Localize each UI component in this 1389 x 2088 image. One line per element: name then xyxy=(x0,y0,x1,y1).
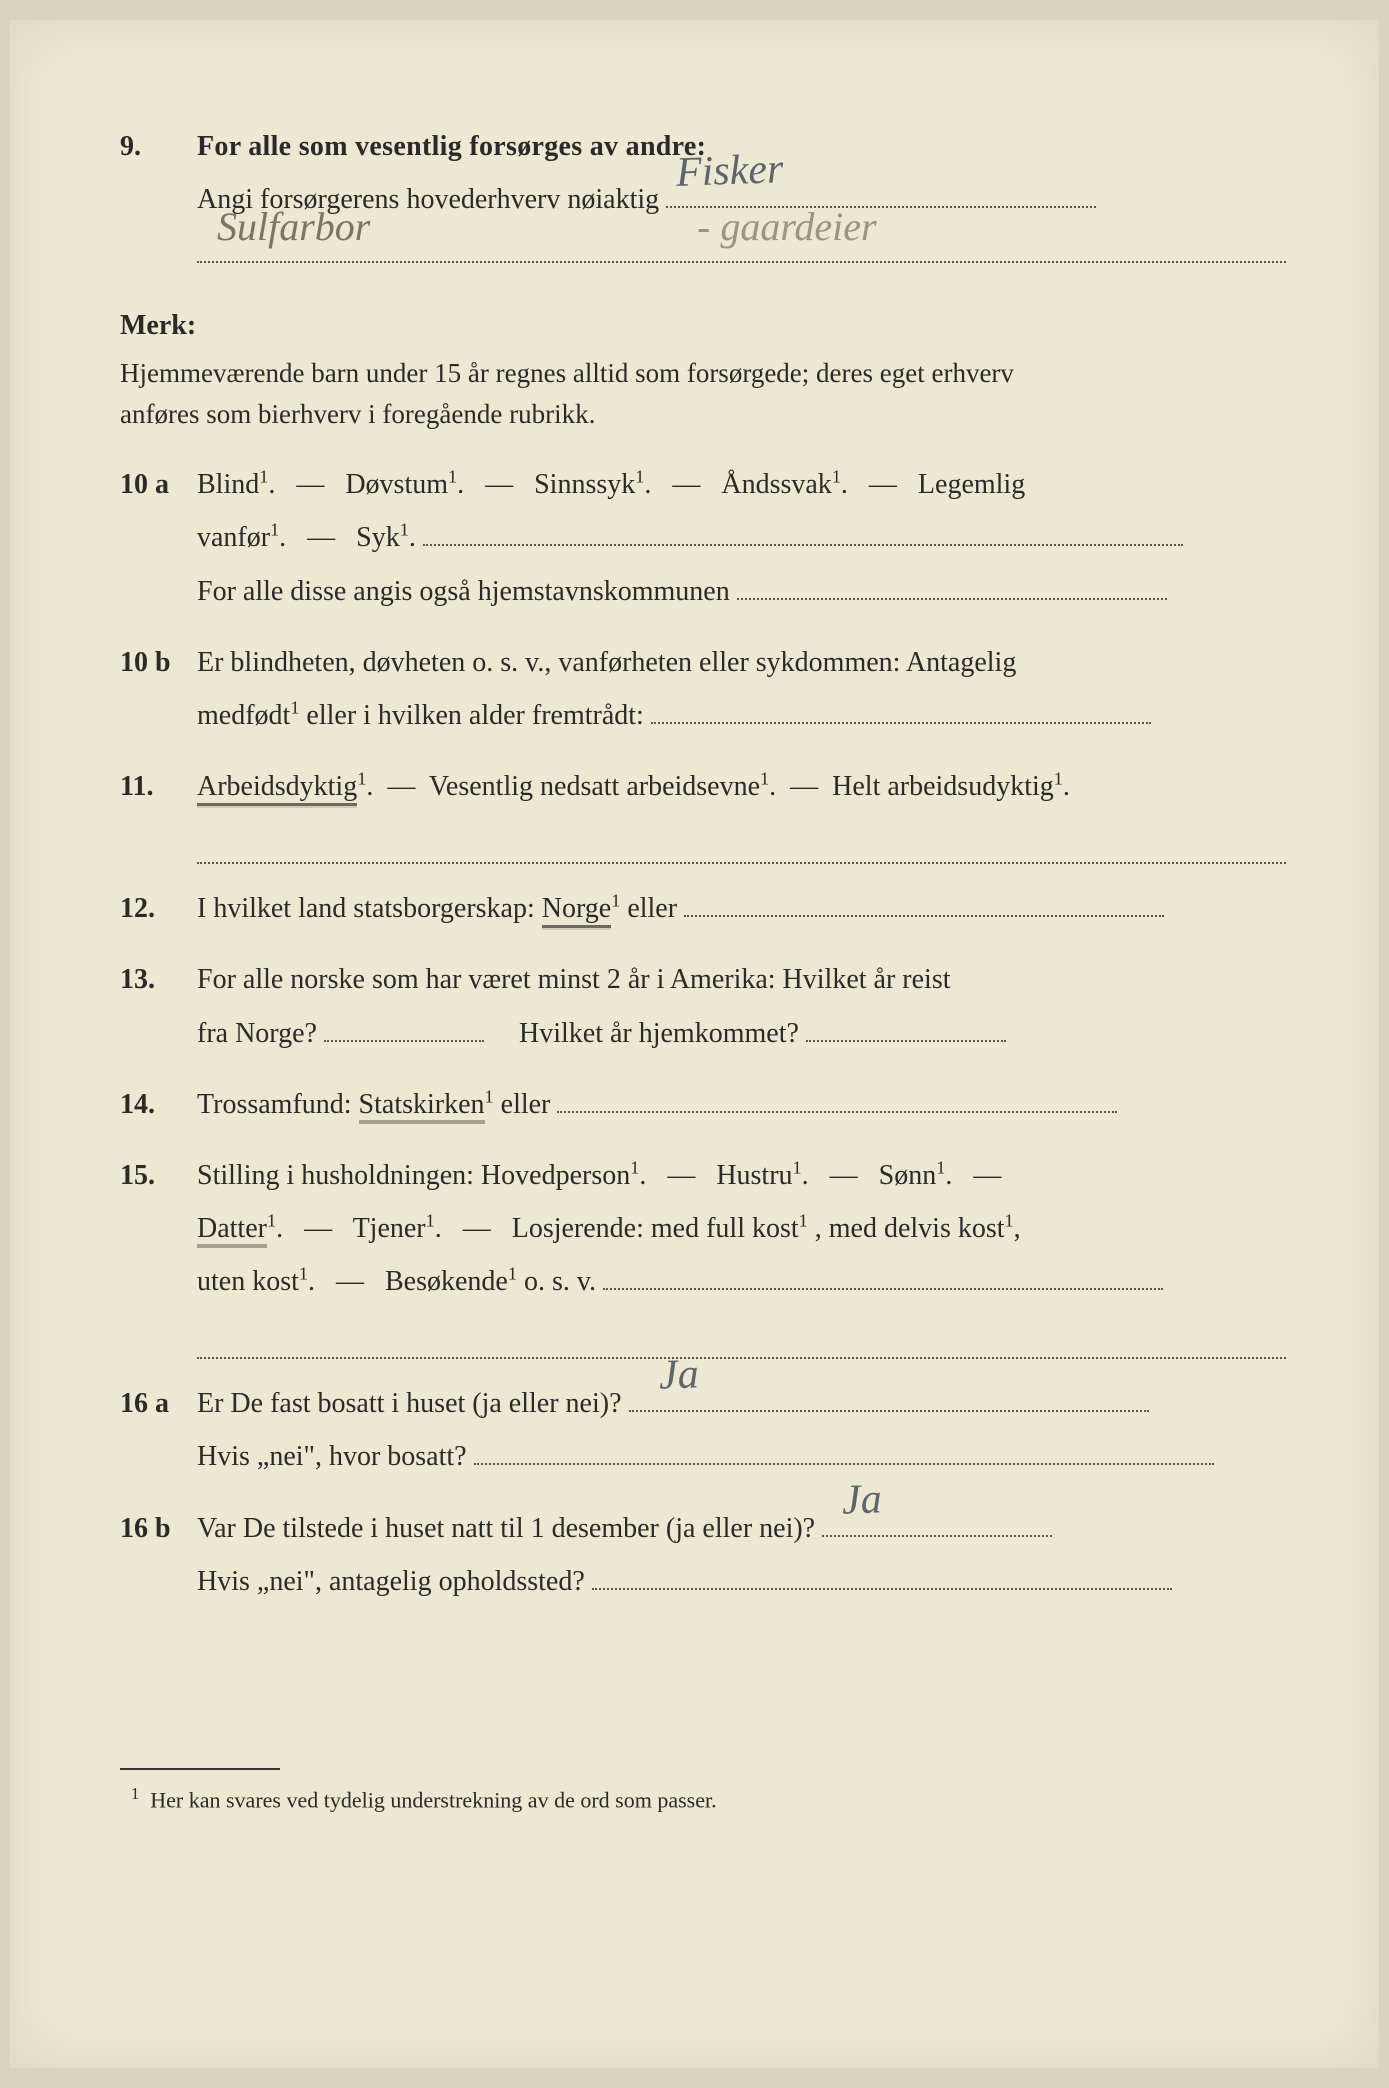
q14-body: Trossamfund: Statskirken1 eller xyxy=(197,1078,1286,1131)
opt-sinnssyk: Sinnssyk xyxy=(534,469,635,500)
merk-body: Hjemmeværende barn under 15 år regnes al… xyxy=(120,353,1189,437)
q11-blank-line[interactable] xyxy=(197,819,1286,864)
q16b-body: Var De tilstede i huset natt til 1 desem… xyxy=(197,1502,1286,1608)
q13-text2b: Hvilket år hjemkommet? xyxy=(519,1018,799,1049)
q11-number: 11. xyxy=(120,760,190,813)
q16b-text1: Var De tilstede i huset natt til 1 desem… xyxy=(197,1513,815,1544)
q13-text1: For alle norske som har været minst 2 år… xyxy=(197,964,951,995)
q10a-body: Blind1. — Døvstum1. — Sinnssyk1. — Åndss… xyxy=(197,458,1286,618)
q16a-number: 16 a xyxy=(120,1377,190,1430)
q10a-field-2[interactable] xyxy=(737,569,1167,600)
q16a-text2: Hvis „nei", hvor bosatt? xyxy=(197,1441,467,1472)
opt-dovstum: Døvstum xyxy=(345,469,448,500)
footnote: 1 Her kan svares ved tydelig understrekn… xyxy=(120,1778,1289,1821)
question-11: 11. Arbeidsdyktig1. — Vesentlig nedsatt … xyxy=(120,760,1289,864)
q16b-field-2[interactable] xyxy=(592,1559,1172,1590)
footnote-text: Her kan svares ved tydelig understreknin… xyxy=(150,1787,716,1812)
q11-body: Arbeidsdyktig1. — Vesentlig nedsatt arbe… xyxy=(197,760,1286,864)
q9-hand-2a: Sulfarbor xyxy=(217,189,370,265)
q9-field-2[interactable]: Sulfarbor - gaardeier xyxy=(197,232,1286,263)
q14-field[interactable] xyxy=(557,1082,1117,1113)
question-10b: 10 b Er blindheten, døvheten o. s. v., v… xyxy=(120,636,1289,742)
merk-text1: Hjemmeværende barn under 15 år regnes al… xyxy=(120,358,1014,388)
opt-vanfor: vanfør xyxy=(197,522,270,553)
opt-legemlig: Legemlig xyxy=(918,469,1025,500)
q10b-text2a: medfødt xyxy=(197,700,290,731)
opt-udyktig: Helt arbeidsudyktig xyxy=(832,771,1054,802)
q16a-text1: Er De fast bosatt i huset (ja eller nei)… xyxy=(197,1388,622,1419)
q10b-number: 10 b xyxy=(120,636,190,689)
q12-number: 12. xyxy=(120,882,190,935)
q16b-hand: Ja xyxy=(841,1460,883,1541)
opt-datter: Datter xyxy=(197,1213,267,1248)
opt-sonn: Sønn xyxy=(879,1160,937,1191)
q16a-field-1[interactable]: Ja xyxy=(629,1381,1149,1412)
q14-number: 14. xyxy=(120,1078,190,1131)
question-13: 13. For alle norske som har været minst … xyxy=(120,953,1289,1059)
footnote-rule xyxy=(120,1768,280,1770)
q10b-body: Er blindheten, døvheten o. s. v., vanfør… xyxy=(197,636,1286,742)
q10b-text2b: eller i hvilken alder fremtrådt: xyxy=(306,700,643,731)
q13-text2a: fra Norge? xyxy=(197,1018,317,1049)
opt-losjerende: Losjerende: med full kost xyxy=(512,1213,799,1244)
merk-text2: anføres som bierhverv i foregående rubri… xyxy=(120,399,595,429)
opt-statskirken: Statskirken xyxy=(359,1089,485,1124)
question-9: 9. For alle som vesentlig forsørges av a… xyxy=(120,120,1289,281)
merk-note: Merk: Hjemmeværende barn under 15 år reg… xyxy=(120,299,1289,436)
q9-body: For alle som vesentlig forsørges av andr… xyxy=(197,120,1286,281)
question-16b: 16 b Var De tilstede i huset natt til 1 … xyxy=(120,1502,1289,1608)
q12-body: I hvilket land statsborgerskap: Norge1 e… xyxy=(197,882,1286,935)
opt-delvis: , med delvis kost xyxy=(815,1213,1005,1244)
q9-number: 9. xyxy=(120,120,190,173)
question-14: 14. Trossamfund: Statskirken1 eller xyxy=(120,1078,1289,1131)
q12-field[interactable] xyxy=(684,886,1164,917)
question-15: 15. Stilling i husholdningen: Hovedperso… xyxy=(120,1149,1289,1359)
q13-body: For alle norske som har været minst 2 år… xyxy=(197,953,1286,1059)
footnote-num: 1 xyxy=(131,1784,139,1803)
q15-field[interactable] xyxy=(603,1259,1163,1290)
q10b-text1: Er blindheten, døvheten o. s. v., vanfør… xyxy=(197,647,1016,678)
q13-field-1[interactable] xyxy=(324,1011,484,1042)
merk-label: Merk: xyxy=(120,299,215,352)
q16a-body: Er De fast bosatt i huset (ja eller nei)… xyxy=(197,1377,1286,1483)
q9-hand-2b: - gaardeier xyxy=(697,189,877,265)
q14-eller: eller xyxy=(501,1089,551,1120)
q10a-number: 10 a xyxy=(120,458,190,511)
q15-number: 15. xyxy=(120,1149,190,1202)
opt-hovedperson: Hovedperson xyxy=(481,1160,630,1191)
q9-heading: For alle som vesentlig forsørges av andr… xyxy=(197,131,706,162)
q13-field-2[interactable] xyxy=(806,1011,1006,1042)
q16b-field-1[interactable]: Ja xyxy=(822,1506,1052,1537)
q15-body: Stilling i husholdningen: Hovedperson1. … xyxy=(197,1149,1286,1359)
q12-eller: eller xyxy=(627,893,677,924)
opt-blind: Blind xyxy=(197,469,259,500)
opt-arbeidsdyktig: Arbeidsdyktig xyxy=(197,771,357,806)
q13-number: 13. xyxy=(120,953,190,1006)
question-16a: 16 a Er De fast bosatt i huset (ja eller… xyxy=(120,1377,1289,1483)
q15-blank-line[interactable] xyxy=(197,1314,1286,1359)
q16b-number: 16 b xyxy=(120,1502,190,1555)
q15-osv: o. s. v. xyxy=(524,1266,596,1297)
opt-besokende: Besøkende xyxy=(385,1266,508,1297)
question-10a: 10 a Blind1. — Døvstum1. — Sinnssyk1. — … xyxy=(120,458,1289,618)
q14-label: Trossamfund: xyxy=(197,1089,359,1120)
opt-norge: Norge xyxy=(542,893,611,928)
opt-hustru: Hustru xyxy=(716,1160,792,1191)
q12-text: I hvilket land statsborgerskap: xyxy=(197,893,542,924)
q16b-text2: Hvis „nei", antagelig opholdssted? xyxy=(197,1566,585,1597)
q10a-field-1[interactable] xyxy=(423,516,1183,547)
q16a-hand: Ja xyxy=(657,1336,699,1417)
opt-nedsatt: Vesentlig nedsatt arbeidsevne xyxy=(429,771,760,802)
opt-tjener: Tjener xyxy=(353,1213,426,1244)
census-form-page: 9. For alle som vesentlig forsørges av a… xyxy=(10,20,1379,2068)
opt-uten: uten kost xyxy=(197,1266,299,1297)
q15-label: Stilling i husholdningen: xyxy=(197,1160,481,1191)
opt-syk: Syk xyxy=(356,522,400,553)
opt-andssvak: Åndssvak xyxy=(721,469,831,500)
q10a-line3: For alle disse angis også hjemstavnskomm… xyxy=(197,576,730,607)
q10b-field[interactable] xyxy=(651,693,1151,724)
question-12: 12. I hvilket land statsborgerskap: Norg… xyxy=(120,882,1289,935)
